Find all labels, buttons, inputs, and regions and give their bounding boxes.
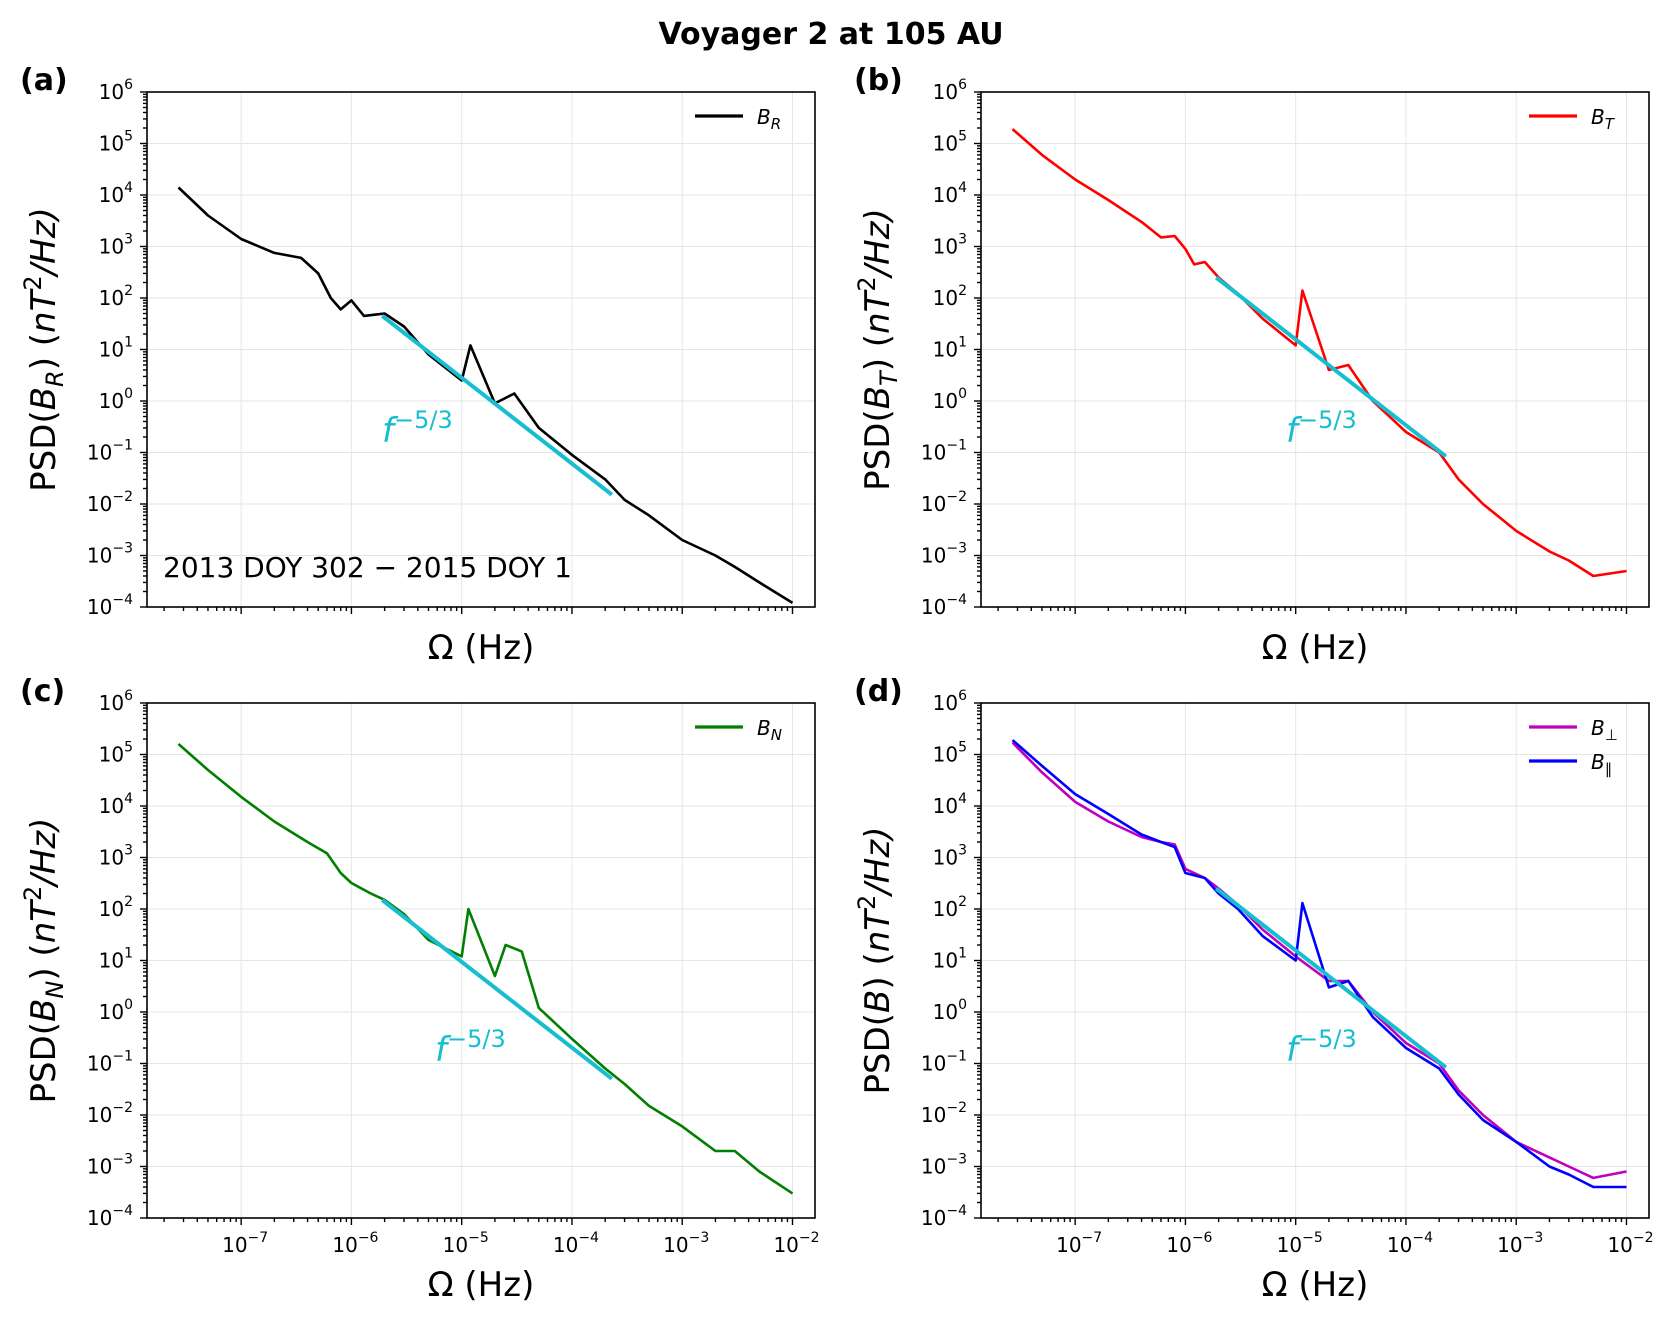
y-tick-label: 104: [933, 180, 967, 207]
x-tick-label: 10−7: [1056, 1230, 1102, 1257]
y-tick-label: 10−3: [921, 541, 967, 568]
y-tick-label: 100: [933, 386, 967, 413]
y-tick-label: 106: [99, 688, 133, 715]
y-tick-label: 101: [933, 335, 967, 362]
x-tick-label: 10−3: [663, 1230, 709, 1257]
y-tick-label: 106: [933, 77, 967, 104]
y-tick-label: 10−2: [87, 1100, 133, 1127]
y-tick-label: 10−1: [921, 438, 967, 465]
y-tick-label: 105: [99, 129, 133, 156]
y-tick-label: 10−4: [87, 1203, 133, 1230]
x-tick-label: 10−4: [1387, 1230, 1433, 1257]
x-axis-label: Ω (Hz): [1262, 1265, 1369, 1305]
y-axis-label: PSD(BT) (nT2/Hz): [853, 208, 903, 491]
x-axis-label: Ω (Hz): [428, 628, 535, 668]
y-tick-label: 100: [99, 386, 133, 413]
fit-line: [380, 314, 614, 497]
y-tick-label: 101: [99, 946, 133, 973]
date-range-annotation: 2013 DOY 302 − 2015 DOY 1: [163, 551, 572, 584]
plot-frame: [146, 91, 816, 608]
figure-title: Voyager 2 at 105 AU: [658, 17, 1003, 52]
legend-label: B⊥: [1591, 716, 1618, 744]
y-tick-label: 103: [99, 232, 133, 259]
y-tick-label: 100: [99, 997, 133, 1024]
x-tick-label: 10−6: [332, 1230, 378, 1257]
fit-label: f−5/3: [1286, 1025, 1357, 1070]
y-tick-label: 10−2: [921, 489, 967, 516]
panel-b: 10−4 10−3 10−2 10−1 100 101 102 103 104 105 106 f−5…: [853, 63, 1650, 668]
grid: [981, 91, 1649, 608]
x-tick-label: 10−3: [1497, 1230, 1543, 1257]
plot-frame: [980, 702, 1650, 1219]
x-tick-label: 10−7: [222, 1230, 268, 1257]
y-tick-label: 10−3: [87, 541, 133, 568]
x-tick-label: 10−6: [1166, 1230, 1212, 1257]
x-tick-label: 10−2: [1607, 1230, 1653, 1257]
panel-d: 10−4 10−3 10−2 10−1 100 101 102 103 104 105 106 10−…: [853, 674, 1654, 1305]
grid: [981, 702, 1649, 1219]
fit-line: [1214, 275, 1448, 458]
y-tick-label: 104: [99, 180, 133, 207]
y-tick-label: 105: [99, 740, 133, 767]
grid: [147, 91, 815, 608]
y-tick-label: 104: [99, 791, 133, 818]
y-tick-label: 10−3: [921, 1152, 967, 1179]
plot-frame: [980, 91, 1650, 608]
panel-c: 10−4 10−3 10−2 10−1 100 101 102 103 104 105 106 10−…: [19, 674, 820, 1305]
y-tick-label: 10−1: [87, 438, 133, 465]
y-tick-label: 103: [933, 843, 967, 870]
fit-line: [380, 898, 614, 1081]
plot-frame: [146, 702, 816, 1219]
y-tick-label: 106: [99, 77, 133, 104]
y-tick-label: 102: [99, 283, 133, 310]
panel-a: 10−4 10−3 10−2 10−1 100 101 102 103 104 105 106 f−5…: [19, 63, 816, 668]
x-tick-label: 10−4: [553, 1230, 599, 1257]
y-tick-label: 10−4: [921, 1203, 967, 1230]
y-tick-label: 10−1: [87, 1049, 133, 1076]
y-tick-label: 103: [933, 232, 967, 259]
y-axis-label: PSD(B) (nT2/Hz): [853, 827, 898, 1095]
y-axis-label: PSD(BR) (nT2/Hz): [19, 207, 69, 492]
y-tick-label: 10−4: [921, 592, 967, 619]
y-tick-label: 105: [933, 740, 967, 767]
fit-label: f−5/3: [382, 406, 453, 451]
y-tick-label: 105: [933, 129, 967, 156]
y-tick-label: 102: [933, 894, 967, 921]
series-line-B: [1011, 739, 1627, 1189]
y-tick-label: 104: [933, 791, 967, 818]
legend-label: BN: [757, 716, 782, 744]
y-tick-label: 10−2: [921, 1100, 967, 1127]
panel-label: (d): [854, 674, 903, 709]
y-tick-label: 103: [99, 843, 133, 870]
panel-label: (a): [20, 63, 68, 98]
y-tick-label: 106: [933, 688, 967, 715]
x-tick-label: 10−2: [773, 1230, 819, 1257]
series-line-BT: [1011, 128, 1627, 578]
x-axis-label: Ω (Hz): [1262, 628, 1369, 668]
y-tick-label: 102: [933, 283, 967, 310]
y-tick-label: 102: [99, 894, 133, 921]
y-tick-label: 10−3: [87, 1152, 133, 1179]
y-tick-label: 101: [933, 946, 967, 973]
series-line-BR: [177, 186, 794, 605]
grid: [147, 702, 815, 1219]
y-axis-label: PSD(BN) (nT2/Hz): [19, 818, 69, 1104]
y-tick-label: 10−4: [87, 592, 133, 619]
legend-label: BR: [757, 105, 781, 133]
y-tick-label: 10−2: [87, 489, 133, 516]
panel-label: (c): [20, 674, 65, 709]
series-line-BN: [177, 743, 794, 1195]
x-tick-label: 10−5: [443, 1230, 489, 1257]
y-tick-label: 100: [933, 997, 967, 1024]
panel-label: (b): [854, 63, 903, 98]
y-tick-label: 10−1: [921, 1049, 967, 1076]
x-axis-label: Ω (Hz): [428, 1265, 535, 1305]
legend-label: B∥: [1591, 750, 1612, 778]
x-tick-label: 10−5: [1277, 1230, 1323, 1257]
fit-label: f−5/3: [1286, 406, 1357, 451]
legend-label: BT: [1591, 105, 1616, 133]
y-tick-label: 101: [99, 335, 133, 362]
fit-line: [1214, 886, 1448, 1069]
